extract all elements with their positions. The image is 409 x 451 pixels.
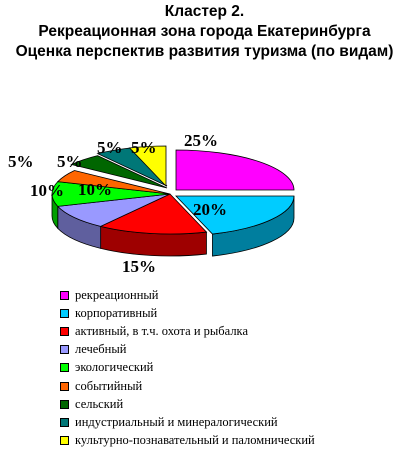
pie-label-4: 10%	[78, 180, 112, 199]
legend-item: корпоративный	[60, 304, 315, 322]
legend-label: лечебный	[75, 342, 127, 357]
legend-item: лечебный	[60, 341, 315, 359]
pie-slice-3	[56, 193, 171, 227]
legend-swatch	[60, 326, 69, 336]
pie-label-1: 20%	[193, 200, 227, 219]
legend-label: активный, в т.ч. охота и рыбалка	[75, 323, 248, 338]
pie-sides	[51, 193, 295, 257]
legend-label: рекреационный	[75, 287, 159, 302]
legend-swatch	[60, 417, 69, 427]
chart-title-line-1: Кластер 2.	[164, 3, 245, 20]
legend-swatch	[60, 363, 69, 373]
legend-item: рекреационный	[60, 286, 315, 304]
legend: рекреационный корпоративный активный, в т.…	[60, 286, 315, 450]
pie-slice-8	[128, 145, 167, 187]
legend-label: индустриальный и минералогический	[75, 414, 278, 429]
legend-swatch	[60, 308, 69, 318]
pie-labels: 25% 20% 15% 10% 10% 5% 5% 5% 5%	[8, 131, 227, 276]
legend-label: экологический	[75, 360, 154, 375]
legend-swatch	[60, 290, 69, 300]
pie-slice-6	[70, 155, 168, 189]
legend-item: активный, в т.ч. охота и рыбалка	[60, 322, 315, 340]
legend-label: событийный	[75, 378, 143, 393]
legend-item: сельский	[60, 395, 315, 413]
legend-label: корпоративный	[75, 305, 158, 320]
chart-title-line-2: Рекреационная зона города Екатеринбурга	[38, 23, 371, 40]
legend-item: событийный	[60, 377, 315, 395]
legend-item: экологический	[60, 359, 315, 377]
legend-label: культурно-познавательный и паломнический	[75, 433, 315, 448]
pie-label-3: 10%	[30, 181, 64, 200]
pie-slice-0	[175, 149, 295, 191]
pie-label-5: 5%	[8, 152, 34, 171]
legend-swatch	[60, 436, 69, 446]
legend-swatch	[60, 381, 69, 391]
pie-slice-2	[99, 193, 208, 235]
pie-label-0: 25%	[184, 131, 218, 150]
pie-tops	[51, 145, 295, 235]
pie-label-7: 5%	[97, 138, 123, 157]
legend-item: индустриальный и минералогический	[60, 413, 315, 431]
pie-label-6: 5%	[57, 152, 83, 171]
chart-title-line-3: Оценка перспектив развития туризма (по в…	[15, 43, 394, 60]
pie-slice-5	[56, 170, 171, 195]
pie-slice-4	[51, 181, 171, 207]
legend-label: сельский	[75, 396, 124, 411]
pie-slice-1	[175, 195, 295, 235]
chart-title: Кластер 2. Рекреационная зона города Ека…	[0, 2, 409, 62]
pie-label-8: 5%	[131, 138, 157, 157]
legend-swatch	[60, 345, 69, 355]
legend-item: культурно-познавательный и паломнический	[60, 432, 315, 450]
legend-swatch	[60, 399, 69, 409]
pie-label-2: 15%	[122, 257, 156, 276]
